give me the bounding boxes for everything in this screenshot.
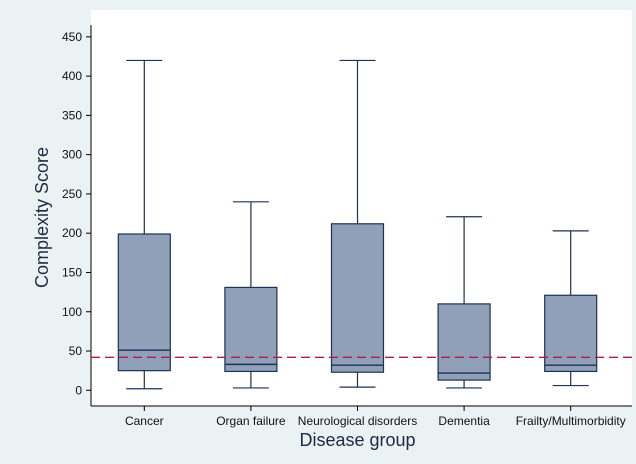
y-tick-label: 350 xyxy=(62,108,82,122)
y-tick-label: 300 xyxy=(62,148,82,162)
x-tick-label: Organ failure xyxy=(216,414,286,428)
box-2 xyxy=(330,59,385,388)
iqr-box xyxy=(330,223,385,373)
box-3 xyxy=(437,216,491,389)
x-tick-label: Cancer xyxy=(125,414,164,428)
boxes-group xyxy=(117,59,598,390)
iqr-box xyxy=(437,303,491,381)
iqr-box xyxy=(224,286,278,373)
box-4 xyxy=(544,230,598,387)
iqr-box xyxy=(544,294,598,373)
box-0 xyxy=(117,59,171,390)
y-tick-label: 150 xyxy=(62,265,82,279)
y-tick-label: 400 xyxy=(62,69,82,83)
y-axis: 0 50 100 150 200 250 300 350 400 450 xyxy=(62,25,92,406)
y-tick-label: 250 xyxy=(62,187,82,201)
y-axis-title: Complexity Score xyxy=(32,147,52,288)
y-tick-label: 450 xyxy=(62,30,82,44)
y-tick-label: 50 xyxy=(69,344,83,358)
x-axis-title: Disease group xyxy=(299,430,415,450)
x-tick-label: Neurological disorders xyxy=(298,414,417,428)
x-axis: Cancer Organ failure Neurological disorder… xyxy=(91,405,632,428)
y-tick-label: 0 xyxy=(75,383,82,397)
iqr-box xyxy=(117,233,171,372)
x-tick-label: Frailty/Multimorbidity xyxy=(516,414,626,428)
x-tick-label: Dementia xyxy=(438,414,490,428)
y-tick-label: 100 xyxy=(62,305,82,319)
y-tick-label: 200 xyxy=(62,226,82,240)
